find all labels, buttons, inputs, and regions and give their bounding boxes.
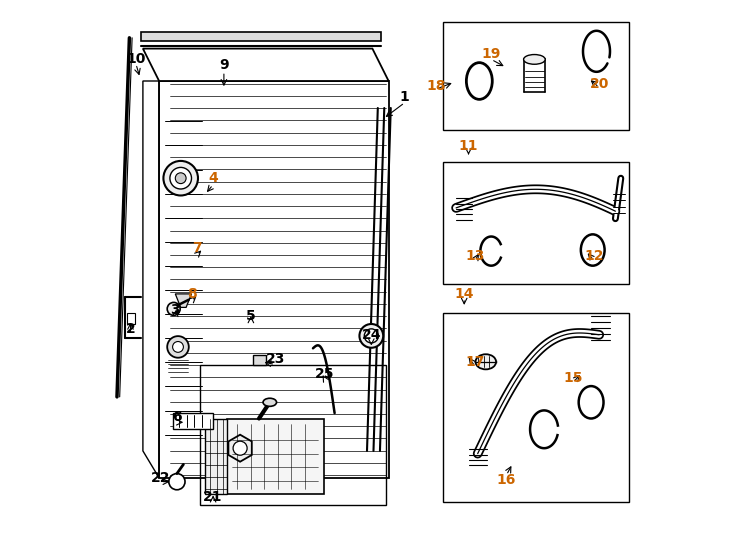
Bar xyxy=(172,413,213,429)
Text: 11: 11 xyxy=(459,139,479,153)
Bar xyxy=(443,162,629,284)
Bar xyxy=(443,22,629,130)
Bar xyxy=(205,418,227,494)
Ellipse shape xyxy=(523,55,545,64)
Text: 12: 12 xyxy=(584,249,603,264)
Circle shape xyxy=(364,329,378,343)
Text: 1: 1 xyxy=(400,90,410,104)
Text: 15: 15 xyxy=(564,371,583,385)
Text: 6: 6 xyxy=(172,410,182,424)
Bar xyxy=(127,313,135,324)
Text: 16: 16 xyxy=(497,472,516,487)
Text: 4: 4 xyxy=(208,171,218,185)
Circle shape xyxy=(167,336,189,357)
Text: 19: 19 xyxy=(482,47,501,61)
Circle shape xyxy=(167,302,180,315)
Text: 10: 10 xyxy=(126,52,145,66)
Text: 3: 3 xyxy=(170,303,180,318)
Polygon shape xyxy=(175,294,192,307)
Ellipse shape xyxy=(263,399,277,407)
Text: 14: 14 xyxy=(454,287,474,301)
Ellipse shape xyxy=(476,354,496,369)
Polygon shape xyxy=(141,32,381,40)
Text: 21: 21 xyxy=(203,490,223,504)
Text: 22: 22 xyxy=(151,471,170,485)
Text: 9: 9 xyxy=(219,58,229,72)
Text: 23: 23 xyxy=(266,352,285,366)
Circle shape xyxy=(233,441,247,455)
Text: 7: 7 xyxy=(192,241,202,255)
Circle shape xyxy=(170,167,192,189)
Circle shape xyxy=(175,173,186,184)
Text: 13: 13 xyxy=(465,249,484,264)
Bar xyxy=(443,313,629,502)
Circle shape xyxy=(172,341,184,352)
Text: 8: 8 xyxy=(186,287,197,301)
Bar xyxy=(200,364,386,505)
Text: 5: 5 xyxy=(246,309,255,323)
Circle shape xyxy=(164,161,198,195)
Text: 25: 25 xyxy=(315,367,335,381)
Bar xyxy=(227,418,324,494)
Bar xyxy=(252,355,266,365)
Polygon shape xyxy=(143,81,159,478)
Text: 24: 24 xyxy=(362,328,381,342)
Text: 2: 2 xyxy=(126,322,135,336)
Text: 17: 17 xyxy=(465,355,484,369)
Circle shape xyxy=(360,324,383,348)
Text: 20: 20 xyxy=(589,77,609,91)
Circle shape xyxy=(169,474,185,490)
Polygon shape xyxy=(143,49,388,81)
Text: 18: 18 xyxy=(426,79,446,93)
